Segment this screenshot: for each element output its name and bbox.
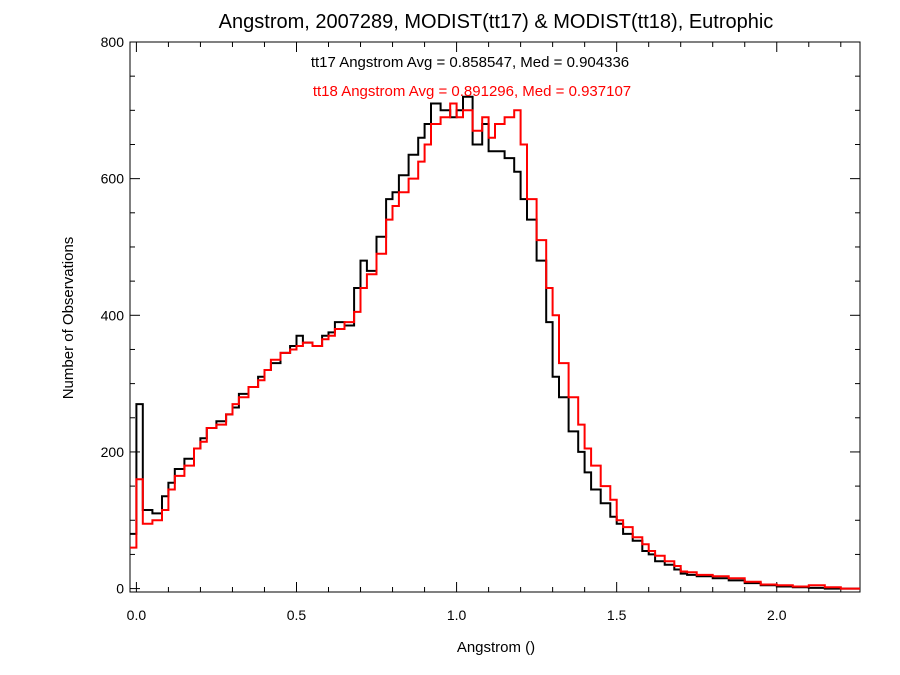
x-tick-label: 0.0 (127, 607, 147, 623)
y-axis-label: Number of Observations (60, 237, 77, 400)
y-tick-label: 200 (101, 444, 125, 460)
plot-frame (129, 41, 861, 593)
x-tick-label: 2.0 (767, 607, 787, 623)
y-tick-label: 800 (101, 34, 125, 50)
y-tick-label: 400 (101, 307, 125, 323)
annotation-tt17-stats: tt17 Angstrom Avg = 0.858547, Med = 0.90… (311, 54, 629, 71)
chart-title: Angstrom, 2007289, MODIST(tt17) & MODIST… (219, 11, 774, 33)
series-line-1 (130, 102, 860, 590)
x-tick-label: 1.5 (607, 607, 627, 623)
y-tick-label: 0 (116, 581, 124, 597)
series-line-0 (130, 95, 860, 590)
y-tick-label: 600 (101, 171, 125, 187)
data-series (130, 95, 860, 590)
x-tick-label: 1.0 (447, 607, 467, 623)
x-tick-label: 0.5 (287, 607, 307, 623)
axis-ticks: 0.0 0.5 1.0 1.5 2.0 0 200 400 600 800 (101, 34, 860, 623)
x-axis-label: Angstrom () (457, 639, 535, 656)
annotation-tt18-stats: tt18 Angstrom Avg = 0.891296, Med = 0.93… (313, 83, 631, 100)
